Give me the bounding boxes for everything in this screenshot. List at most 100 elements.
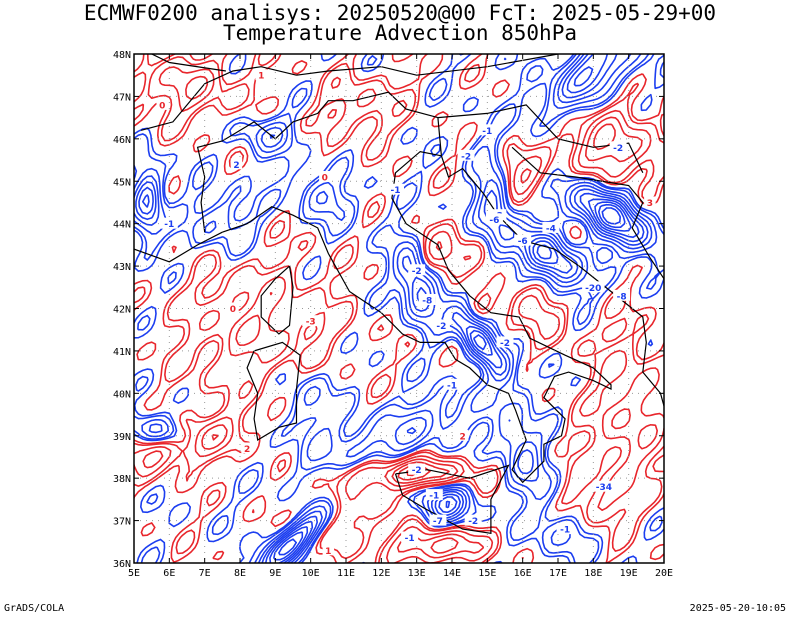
contour-label-bg <box>514 234 532 246</box>
contour-label-bg <box>443 378 461 390</box>
contour-label: 1 <box>325 547 331 557</box>
contour-label: -1 <box>482 127 492 137</box>
contour-label-bg <box>418 294 436 305</box>
coastline-segment <box>511 146 664 280</box>
contour-label: 0 <box>230 305 236 315</box>
lat-tick-label: 42N <box>113 305 131 316</box>
lat-tick-label: 48N <box>113 50 131 61</box>
coastline-segment <box>246 341 301 441</box>
contour-label: -8 <box>617 292 627 302</box>
contour-label-bg <box>582 281 605 293</box>
contour-label-bg <box>322 544 335 556</box>
lat-tick-label: 41N <box>113 347 131 358</box>
contour-label: -8 <box>422 297 432 307</box>
contour-label-bg <box>613 289 631 301</box>
lat-lon-grid <box>134 54 664 563</box>
contour-label: 0 <box>159 101 165 111</box>
warm-advection-contour <box>134 66 664 563</box>
contour-label: -6 <box>489 216 499 226</box>
contour-label-bg <box>496 336 514 348</box>
contour-label-bg <box>457 149 475 161</box>
lon-tick-label: 9E <box>269 568 281 579</box>
coastline-segment <box>296 54 559 76</box>
coastline-segment <box>134 231 223 263</box>
contour-label-bg <box>609 141 627 153</box>
lon-tick-label: 17E <box>549 568 567 579</box>
lon-tick-label: 12E <box>372 568 390 579</box>
contour-label: 2 <box>459 432 465 442</box>
lon-tick-label: 7E <box>199 568 211 579</box>
lon-tick-label: 19E <box>620 568 638 579</box>
contour-labels: 012-10-2-1-3-6-6-4-20-83-2-2-8-2-2-1-302… <box>156 69 656 557</box>
lat-tick-label: 44N <box>113 220 131 231</box>
cold-advection-contour <box>142 66 640 563</box>
lat-tick-label: 40N <box>113 389 131 400</box>
contour-label-bg <box>432 319 450 331</box>
contour-label: 1 <box>258 72 264 82</box>
contour-label: 0 <box>322 174 328 184</box>
coastline-segment <box>140 66 297 131</box>
contour-label: 2 <box>233 161 239 171</box>
contour-label-bg <box>429 514 447 526</box>
contour-label-bg <box>230 158 243 170</box>
lon-tick-label: 15E <box>478 568 496 579</box>
contour-label-bg <box>408 264 426 276</box>
contour-label: -6 <box>518 237 528 247</box>
contour-label-bg <box>319 171 331 182</box>
contour-label: -7 <box>433 517 443 527</box>
contour-label-bg <box>387 183 404 195</box>
contour-label-bg <box>556 523 574 535</box>
coastline-segment <box>394 464 510 534</box>
contour-label: -1 <box>447 381 457 391</box>
lon-tick-label: 10E <box>302 568 320 579</box>
contour-label: -1 <box>391 186 401 196</box>
contour-label: -1 <box>560 526 570 536</box>
lon-tick-label: 18E <box>584 568 602 579</box>
chart-subtitle: Temperature Advection 850hPa <box>222 21 577 45</box>
contour-label-bg <box>160 217 178 229</box>
contour-label: -2 <box>461 152 471 162</box>
coastline-segment <box>196 91 442 233</box>
contour-label: -34 <box>596 483 612 493</box>
contour-label-bg <box>542 221 560 233</box>
contour-label: -1 <box>164 220 174 230</box>
coastlines <box>134 54 664 534</box>
contour-label: -3 <box>306 318 316 328</box>
contour-label-bg <box>408 463 426 475</box>
contour-label: -4 <box>546 224 556 234</box>
lon-tick-label: 13E <box>408 568 426 579</box>
lon-tick-label: 20E <box>655 568 673 579</box>
lat-tick-label: 38N <box>113 474 131 485</box>
lon-tick-label: 8E <box>234 568 246 579</box>
contour-label-bg <box>464 514 482 526</box>
contour-label-bg <box>401 531 419 543</box>
contour-label: -1 <box>405 534 415 544</box>
contour-label: -2 <box>613 144 623 154</box>
contour-label-bg <box>241 442 253 454</box>
software-credit: GrADS/COLA <box>4 603 65 614</box>
lat-tick-label: 47N <box>113 92 131 103</box>
map-axes: 5E 6E 7E 8E 9E 10E 11E 12E 13E 14E 15E 16E 17E 18E 19E… <box>113 50 673 579</box>
coastline-segment <box>440 155 664 407</box>
contour-label: -2 <box>412 466 422 476</box>
lon-tick-label: 16E <box>514 568 532 579</box>
warm-advection-contour <box>134 54 664 563</box>
contour-label-bg <box>644 196 656 208</box>
cold-advection-contour <box>134 54 664 563</box>
lon-tick-label: 14E <box>443 568 461 579</box>
contour-label-bg <box>156 98 168 110</box>
advection-contours <box>134 54 664 563</box>
lat-tick-label: 46N <box>113 135 131 146</box>
contour-label-bg <box>302 315 320 327</box>
coastline-segment <box>260 265 294 335</box>
lat-tick-label: 39N <box>113 432 131 443</box>
warm-advection-contour <box>211 123 616 554</box>
cold-advection-contour <box>135 54 649 563</box>
lat-tick-label: 45N <box>113 177 131 188</box>
contour-label-bg <box>255 69 267 81</box>
contour-label: -2 <box>412 267 422 277</box>
contour-label: -2 <box>468 517 478 527</box>
contour-label-bg <box>425 489 443 501</box>
render-timestamp: 2025-05-20-10:05 <box>689 603 786 614</box>
